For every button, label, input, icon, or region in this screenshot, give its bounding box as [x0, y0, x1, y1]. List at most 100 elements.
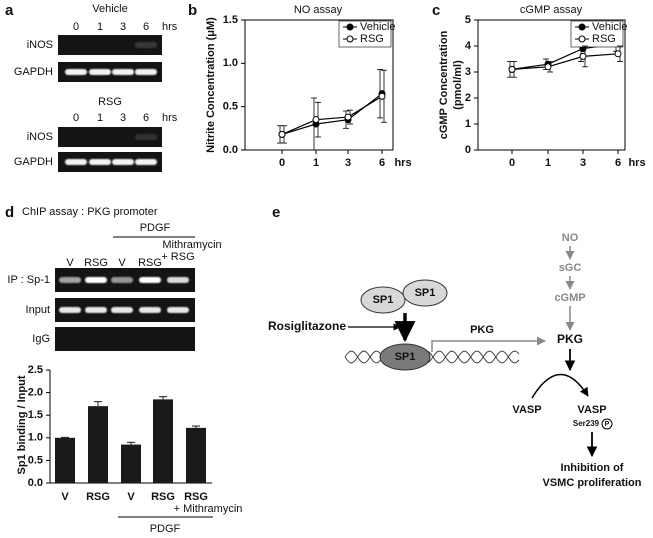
gel-band: [167, 307, 189, 313]
plot-frame: [477, 19, 626, 151]
drug: Rosiglitazone: [268, 319, 346, 333]
lane-label: 6: [143, 21, 149, 33]
legend-label: Vehicle: [592, 21, 627, 33]
x-tick-label: 0: [279, 157, 285, 169]
outcome: Inhibition of: [561, 462, 624, 474]
node: NO: [562, 232, 579, 244]
sp1-factor: [402, 279, 448, 307]
bound-sp1: [379, 343, 431, 371]
row-label: iNOS: [27, 39, 53, 51]
gel-band: [112, 159, 134, 165]
x-tick-label: RSG: [86, 491, 110, 503]
legend-label: RSG: [592, 33, 616, 45]
gel-band: [89, 159, 111, 165]
gel-band: [135, 42, 157, 48]
phospho: P: [605, 421, 610, 428]
series-line: [281, 95, 383, 135]
site: Ser239: [573, 419, 600, 428]
data-point: [614, 50, 622, 58]
node: sGC: [559, 262, 582, 274]
x-tick-label: 0: [509, 157, 515, 169]
y-axis-label: Sp1 binding / Input: [16, 375, 28, 474]
gene-label: PKG: [470, 324, 494, 336]
node: VASP: [577, 404, 606, 416]
data-point: [312, 116, 320, 124]
x-tick-label: 3: [580, 157, 586, 169]
x-axis-label: hrs: [394, 157, 411, 169]
data-point: [378, 92, 386, 100]
gel-band: [59, 277, 81, 283]
x-tick-label: RSG: [184, 491, 208, 503]
factor-label: SP1: [395, 351, 416, 363]
lane-label: 3: [120, 112, 126, 124]
gel-band: [65, 159, 87, 165]
legend-label: Vehicle: [360, 21, 395, 33]
gel-image: [58, 127, 162, 147]
y-tick-label: 0.0: [223, 144, 238, 156]
x-tick-label: RSG: [151, 491, 175, 503]
factor-label: SP1: [415, 287, 436, 299]
sp1-factor: [360, 286, 406, 314]
row-label: IP : Sp-1: [7, 274, 50, 286]
gel-band: [167, 277, 189, 283]
y-tick-label: 1.5: [28, 409, 43, 421]
gel-band: [65, 69, 87, 75]
bar: [121, 444, 141, 483]
x-tick-label: 6: [379, 157, 385, 169]
pathway-diagram: NO sGC cGMP PKG VASP VASP Ser239 P Inhib…: [268, 232, 642, 489]
arc-arrow: [531, 373, 589, 399]
lane-label: RSG: [138, 257, 162, 269]
lane-label: 6: [143, 112, 149, 124]
gel-title: ChIP assay : PKG promoter: [22, 206, 158, 218]
unit-label: hrs: [162, 112, 178, 124]
node: PKG: [557, 332, 583, 346]
y-tick-label: 2: [465, 92, 471, 104]
chart-title: cGMP assay: [520, 4, 583, 16]
panel-label: a: [5, 2, 14, 19]
plot-frame: [244, 19, 394, 151]
legend-marker: [346, 23, 354, 31]
group-label: PDGF: [150, 523, 181, 535]
y-tick-label: 4: [465, 40, 472, 52]
gel-band: [139, 307, 161, 313]
group-label: PDGF: [140, 222, 171, 234]
lane-label: V: [66, 257, 74, 269]
gel-band: [135, 69, 157, 75]
x-tick-label: V: [61, 491, 69, 503]
lane-label: Mithramycin: [162, 239, 221, 251]
data-point: [278, 130, 286, 138]
node: VASP: [512, 404, 541, 416]
y-axis-label: cGMP Concentration: [438, 30, 450, 139]
row-label: GAPDH: [14, 156, 53, 168]
y-tick-label: 0: [465, 144, 471, 156]
category-note: + Mithramycin: [174, 503, 243, 515]
y-tick-label: 2.5: [28, 364, 43, 376]
gel-band: [89, 69, 111, 75]
y-tick-label: 1: [465, 118, 471, 130]
lane-label: RSG: [84, 257, 108, 269]
panel-label: b: [188, 2, 197, 19]
lane-label: 0: [73, 112, 79, 124]
x-tick-label: 1: [545, 157, 551, 169]
x-tick-label: 1: [313, 157, 319, 169]
gel-band: [139, 277, 161, 283]
row-label: IgG: [32, 333, 50, 345]
legend-marker: [578, 35, 586, 43]
y-tick-label: 1.0: [28, 432, 43, 444]
row-label: GAPDH: [14, 66, 53, 78]
panel-label: c: [432, 2, 440, 19]
panel-label: e: [272, 204, 280, 221]
y-tick-label: 1.5: [223, 14, 238, 26]
dna-strand: [344, 350, 520, 364]
gel-band: [135, 134, 157, 140]
gel-image: [55, 327, 195, 351]
series-line: [511, 42, 619, 70]
legend-marker: [578, 23, 586, 31]
data-point: [508, 65, 516, 73]
gel-band: [59, 307, 81, 313]
factor-label: SP1: [373, 294, 394, 306]
gel-band: [112, 69, 134, 75]
bar: [186, 427, 206, 483]
phospho-circle: [601, 418, 613, 430]
